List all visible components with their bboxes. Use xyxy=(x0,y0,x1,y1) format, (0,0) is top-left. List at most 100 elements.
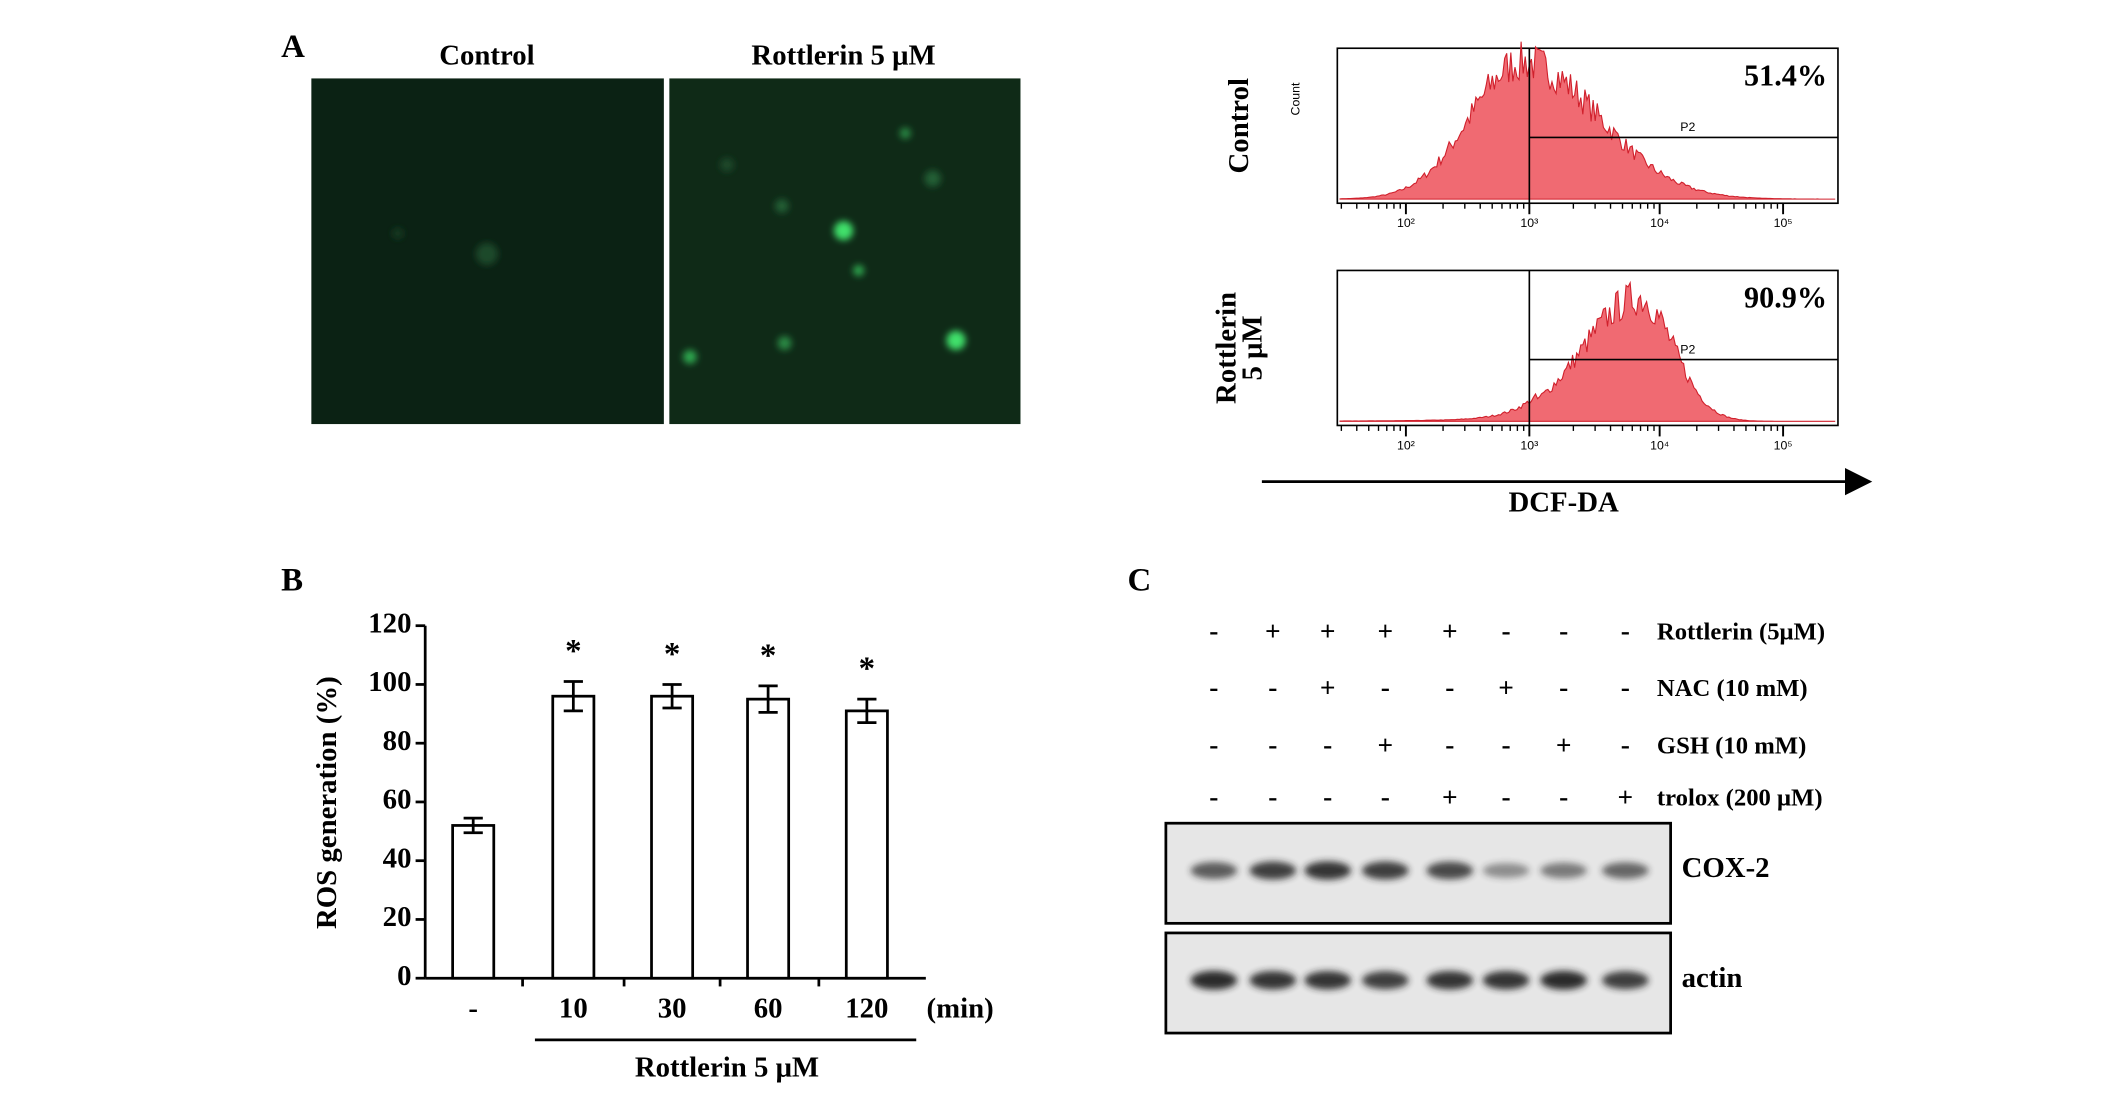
fluorescent-cells xyxy=(392,127,966,364)
error-bar xyxy=(463,816,483,835)
treatment-sign: + xyxy=(1320,672,1336,702)
treatment-sign: - xyxy=(1559,782,1568,812)
x-tick-label: 10³ xyxy=(1520,438,1538,452)
treatment-label: trolox (200 μM) xyxy=(1657,785,1823,812)
bar xyxy=(650,694,695,980)
treatment-sign: + xyxy=(1498,672,1514,702)
gate-label: P2 xyxy=(1680,120,1695,134)
row-label: Rottlerin xyxy=(1211,292,1243,404)
y-tick-label: 20 xyxy=(383,901,412,933)
row-label: Control xyxy=(1223,78,1255,173)
x-tick-label: 10⁴ xyxy=(1650,438,1669,452)
y-axis-label: Count xyxy=(1288,82,1302,115)
bar xyxy=(844,709,889,980)
histogram-frame xyxy=(1336,269,1839,427)
bar xyxy=(451,824,496,980)
x-tick-label: 10² xyxy=(1397,438,1415,452)
micrograph xyxy=(669,78,1021,425)
gate-percent: 51.4% xyxy=(1744,58,1827,92)
blot-frame xyxy=(1164,821,1672,925)
panel-label: C xyxy=(1127,563,1151,599)
treatment-sign: - xyxy=(1323,782,1332,812)
treatment-sign: - xyxy=(1501,730,1510,760)
image-title: Rottlerin 5 μM xyxy=(751,39,935,71)
band xyxy=(1602,862,1649,879)
band xyxy=(1249,861,1297,880)
treatment-sign: + xyxy=(1378,730,1394,760)
western-blot: C- + + + + - - - Rottlerin (5μM)- - + - - + - - NAC (10 … xyxy=(1127,563,1825,1035)
error-bar xyxy=(662,683,682,710)
significance-mark: * xyxy=(565,634,581,670)
treatment-sign: - xyxy=(1621,730,1630,760)
blot-frame xyxy=(1164,931,1672,1035)
treatment-sign: - xyxy=(1268,782,1277,812)
x-tick-label: 30 xyxy=(658,993,687,1025)
band xyxy=(1304,861,1352,880)
treatment-sign: + xyxy=(1442,616,1458,646)
y-tick-label: 0 xyxy=(397,960,411,992)
treatment-sign: - xyxy=(1445,730,1454,760)
flow-panels: P2 51.4% 10² 10³ 10⁴ 10⁵ Control P2 90.9% 10² 10³ 1… xyxy=(1211,41,1839,452)
y-tick-label: 120 xyxy=(368,607,411,639)
treatment-sign: - xyxy=(1501,616,1510,646)
error-bar xyxy=(857,697,877,725)
axis-label: DCF-DA xyxy=(1508,487,1619,519)
band xyxy=(1249,971,1297,990)
treatment-sign: + xyxy=(1556,730,1572,760)
x-tick-label: 10 xyxy=(559,993,588,1025)
treatment-label: GSH (10 mM) xyxy=(1657,732,1806,759)
treatment-sign: - xyxy=(1381,782,1390,812)
significance-mark: * xyxy=(859,651,875,687)
histogram xyxy=(1339,280,1836,422)
error-bar xyxy=(758,684,778,714)
band xyxy=(1190,970,1238,990)
treatment-sign: - xyxy=(1559,616,1568,646)
band xyxy=(1426,861,1474,880)
y-tick-label: 80 xyxy=(383,725,412,757)
treatment-sign: - xyxy=(1381,672,1390,702)
treatment-sign: - xyxy=(1445,672,1454,702)
treatment-sign: - xyxy=(1209,730,1218,760)
y-tick-label: 100 xyxy=(368,666,411,698)
gate-percent: 90.9% xyxy=(1744,281,1827,315)
bar-chart: B 0 20 40 60 80 100 120 ROS generation (%) - 10 * 30… xyxy=(281,563,994,1084)
band xyxy=(1426,971,1474,990)
blot-label: COX-2 xyxy=(1682,852,1770,884)
band xyxy=(1482,863,1530,878)
treatment-sign: + xyxy=(1320,616,1336,646)
band xyxy=(1362,971,1409,990)
error-bar xyxy=(563,680,583,713)
treatment-sign: + xyxy=(1265,616,1281,646)
treatment-sign: - xyxy=(1268,730,1277,760)
significance-mark: * xyxy=(664,637,680,673)
band xyxy=(1362,861,1409,880)
image-title: Control xyxy=(439,39,534,71)
treatment-sign: + xyxy=(1442,782,1458,812)
significance-mark: * xyxy=(760,638,776,674)
treatment-sign: + xyxy=(1618,782,1634,812)
group-label: Rottlerin 5 μM xyxy=(635,1052,819,1084)
treatment-sign: - xyxy=(1559,672,1568,702)
treatment-sign: - xyxy=(1209,616,1218,646)
treatment-label: NAC (10 mM) xyxy=(1657,675,1808,702)
treatment-sign: - xyxy=(1209,782,1218,812)
bar xyxy=(746,697,791,980)
treatment-sign: - xyxy=(1501,782,1510,812)
band xyxy=(1190,862,1238,879)
treatment-label: Rottlerin (5μM) xyxy=(1657,619,1825,646)
row-label: 5 μM xyxy=(1237,315,1269,380)
band xyxy=(1540,862,1587,879)
x-tick-label: 60 xyxy=(754,993,783,1025)
y-axis-label: ROS generation (%) xyxy=(311,676,343,929)
gate-label: P2 xyxy=(1680,342,1695,356)
treatment-sign: - xyxy=(1621,616,1630,646)
band xyxy=(1540,970,1587,990)
y-tick-label: 40 xyxy=(383,842,412,874)
y-tick-label: 60 xyxy=(383,784,412,816)
band xyxy=(1304,971,1352,990)
x-tick-label: 120 xyxy=(845,993,888,1025)
band xyxy=(1602,971,1649,990)
x-tick-label: 10⁴ xyxy=(1650,216,1669,230)
